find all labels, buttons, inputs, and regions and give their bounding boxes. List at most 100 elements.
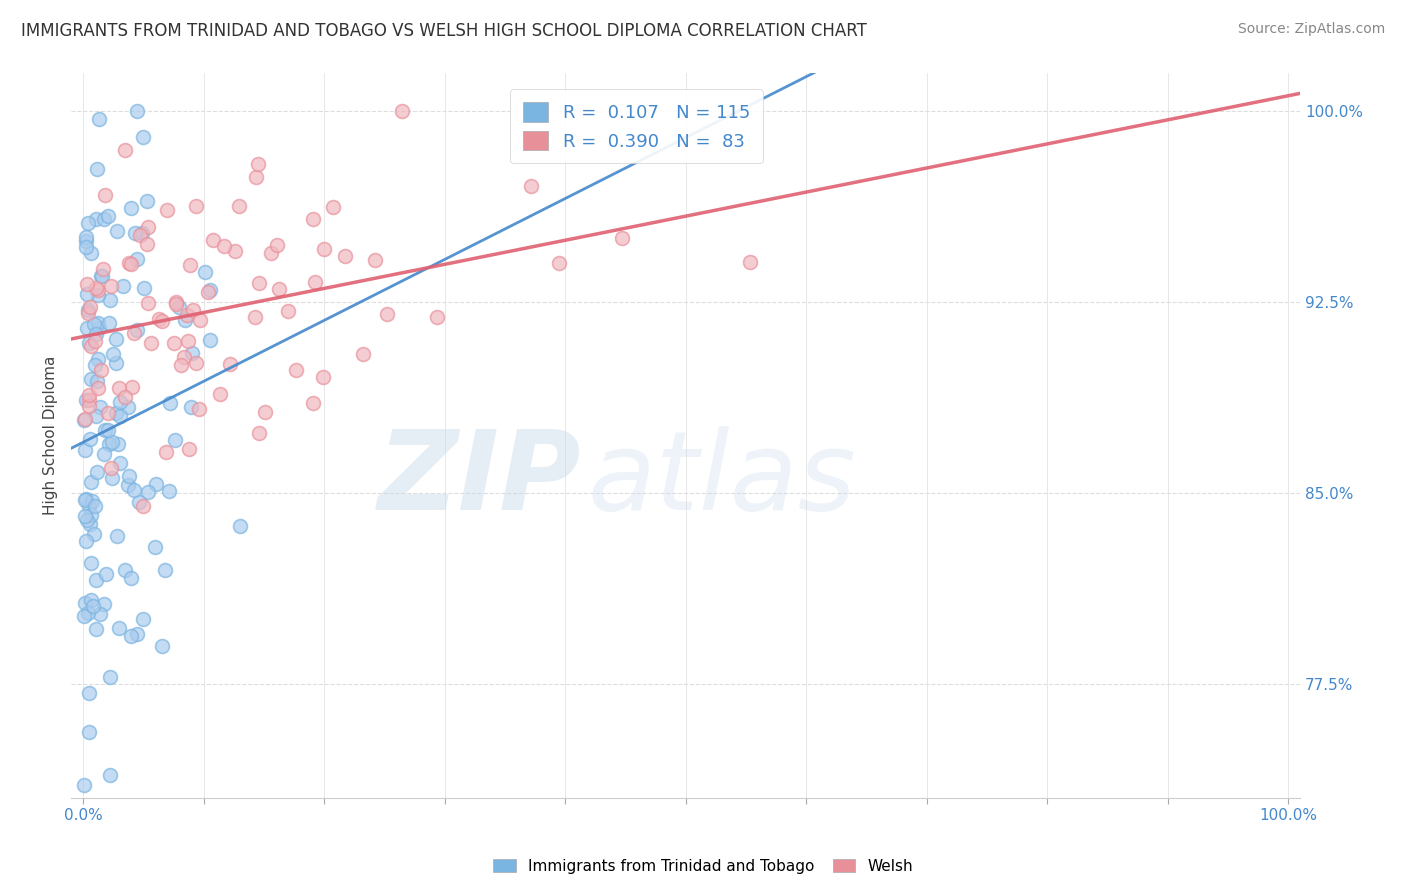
Point [73,778,96,792]
Point [76,607,98,621]
Point [145,476,167,491]
Point [121,380,143,394]
Point [114,143,136,157]
Point [84,212,107,227]
Point [86,465,108,479]
Point [86,351,108,366]
Point [89,400,111,414]
Point [156,203,179,218]
Point [198,333,221,347]
Point [100,461,122,475]
Point [105,406,128,420]
Point [75,230,97,244]
Point [93,447,115,461]
Point [125,323,148,337]
Point [80,556,103,570]
Point [93,211,115,226]
Point [80,508,103,522]
Point [87,316,110,330]
Point [426,310,449,324]
Point [547,255,569,269]
Point [98,293,121,308]
Point [198,283,221,297]
Point [247,157,270,171]
Point [108,395,131,409]
Point [122,483,145,497]
Point [97,423,120,437]
Text: ZIP: ZIP [378,425,581,533]
Point [209,387,232,401]
Point [163,336,186,351]
Point [194,265,217,279]
Point [91,261,114,276]
Point [79,336,101,351]
Point [245,170,267,185]
Point [84,327,107,342]
Point [75,534,97,549]
Point [128,495,150,509]
Point [117,477,139,491]
Point [105,224,128,238]
Point [312,370,335,384]
Point [125,252,148,266]
Point [136,237,159,252]
Point [122,326,145,341]
Point [108,456,131,470]
Point [86,409,108,423]
Point [214,239,236,253]
Point [80,245,103,260]
Point [79,387,101,401]
Point [79,475,101,489]
Point [84,622,107,636]
Point [72,413,94,427]
Point [131,226,153,240]
Point [75,491,97,506]
Point [333,249,356,263]
Point [114,390,136,404]
Point [105,529,128,543]
Legend: R =  0.107   N = 115, R =  0.390   N =  83: R = 0.107 N = 115, R = 0.390 N = 83 [510,89,762,163]
Point [73,609,96,624]
Point [197,285,219,299]
Point [120,571,142,585]
Point [128,227,150,242]
Point [165,296,187,310]
Point [187,401,209,416]
Point [76,513,98,527]
Point [301,211,323,226]
Point [76,287,98,301]
Point [94,188,117,202]
Point [245,310,267,325]
Point [165,295,187,310]
Point [176,309,198,323]
Point [79,517,101,532]
Point [98,437,121,451]
Point [91,268,114,283]
Point [132,499,155,513]
Point [118,256,141,270]
Point [173,313,195,327]
Point [83,527,105,541]
Point [219,357,242,371]
Point [165,433,187,447]
Point [173,350,195,364]
Point [75,235,97,249]
Point [184,199,207,213]
Point [77,303,100,318]
Point [132,612,155,626]
Point [79,301,101,315]
Point [364,253,387,268]
Point [277,304,299,318]
Point [266,237,288,252]
Point [86,288,108,302]
Legend: Immigrants from Trinidad and Tobago, Welsh: Immigrants from Trinidad and Tobago, Wel… [486,853,920,880]
Point [94,423,117,437]
Point [93,597,115,611]
Point [127,627,149,641]
Point [84,281,107,295]
Point [188,312,211,326]
Point [186,356,208,370]
Point [181,346,204,360]
Point [89,112,111,127]
Point [107,380,129,394]
